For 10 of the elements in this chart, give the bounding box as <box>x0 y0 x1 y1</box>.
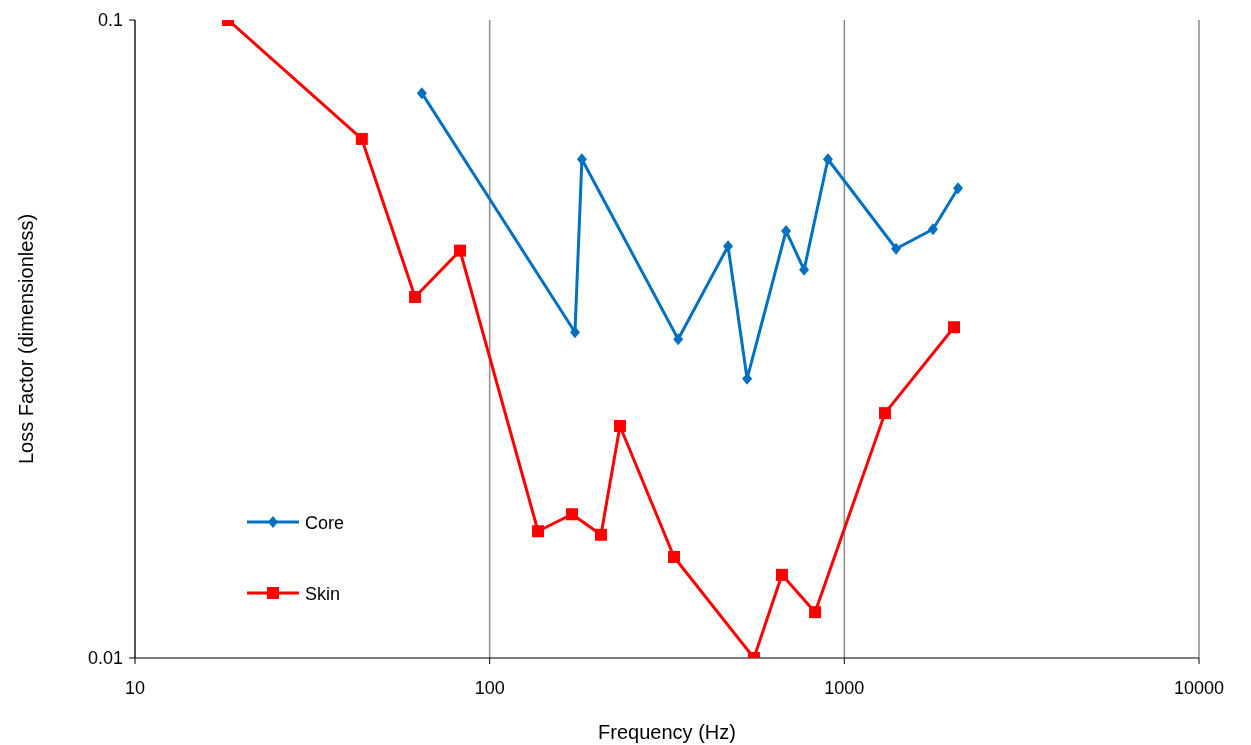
x-tick-label: 1000 <box>824 678 865 698</box>
x-tick-label: 10000 <box>1173 678 1225 698</box>
x-tick-label: 100 <box>474 678 505 698</box>
x-axis-title: Frequency (Hz) <box>598 721 736 743</box>
y-tick-label: 0.01 <box>87 648 123 668</box>
y-tick-label: 0.1 <box>97 10 123 30</box>
x-tick-label: 10 <box>124 678 146 698</box>
y-axis-title: Loss Factor (dimensionless) <box>15 213 37 465</box>
legend-label: Core <box>305 513 345 533</box>
legend-label: Skin <box>305 584 341 604</box>
